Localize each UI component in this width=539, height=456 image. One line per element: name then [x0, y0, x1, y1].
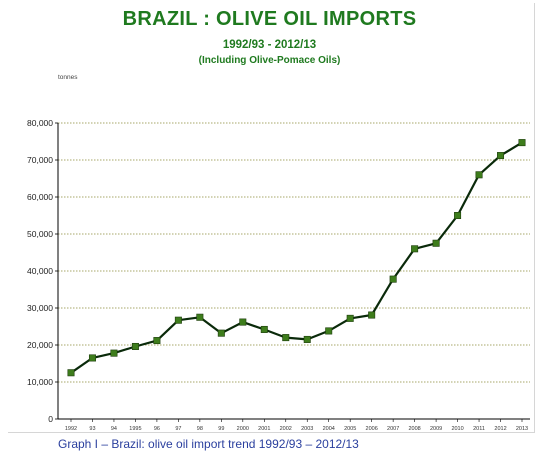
- x-tick-label: 94: [111, 426, 117, 432]
- data-point: [217, 329, 225, 337]
- x-tick-label: 2006: [366, 426, 378, 432]
- x-tick-label: 2002: [280, 426, 292, 432]
- data-point: [411, 245, 419, 253]
- data-point: [196, 313, 204, 321]
- data-point: [131, 342, 139, 350]
- data-point: [432, 239, 440, 247]
- data-point: [454, 212, 462, 220]
- x-tick-label: 1995: [129, 426, 141, 432]
- data-point: [239, 318, 247, 326]
- x-tick-label: 2008: [408, 426, 420, 432]
- chart-subtitle: 1992/93 - 2012/13: [222, 39, 317, 51]
- series-line: [70, 141, 523, 374]
- x-tick-label: 1992: [65, 426, 77, 432]
- x-tick-label: 99: [218, 426, 224, 432]
- y-tick-label: 50,000: [27, 229, 53, 239]
- y-tick-label: 0: [48, 414, 53, 424]
- x-tick-label: 2000: [237, 426, 249, 432]
- x-tick-label: 98: [197, 426, 203, 432]
- data-point: [88, 354, 96, 362]
- data-point: [67, 369, 75, 377]
- data-point: [282, 334, 290, 342]
- chart-subtitle-note: (Including Olive-Pomace Oils): [198, 55, 341, 66]
- y-tick-label: 20,000: [27, 340, 53, 350]
- data-point: [518, 139, 526, 147]
- data-point: [110, 349, 118, 357]
- y-tick-label: 80,000: [27, 118, 53, 128]
- x-tick-label: 2012: [494, 426, 506, 432]
- chart-frame: [8, 3, 535, 433]
- y-tick-label: 40,000: [27, 266, 53, 276]
- y-tick-label: 70,000: [27, 155, 53, 165]
- data-point: [368, 311, 376, 319]
- y-tick-label: 30,000: [27, 303, 53, 313]
- data-point: [325, 327, 333, 335]
- data-point: [475, 171, 483, 179]
- chart-title: BRAZIL : OLIVE OIL IMPORTS: [122, 8, 417, 30]
- y-tick-label: 60,000: [27, 192, 53, 202]
- y-axis-unit-label: tonnes: [58, 74, 78, 81]
- x-tick-label: 2001: [258, 426, 270, 432]
- data-point: [260, 325, 268, 333]
- x-tick-label: 2004: [323, 426, 335, 432]
- data-point: [174, 316, 182, 324]
- x-tick-label: 2010: [451, 426, 463, 432]
- data-point: [497, 152, 505, 160]
- x-tick-label: 2009: [430, 426, 442, 432]
- x-tick-label: 2005: [344, 426, 356, 432]
- figure-caption: Graph I – Brazil: olive oil import trend…: [58, 437, 359, 451]
- x-tick-label: 93: [89, 426, 95, 432]
- data-point: [389, 275, 397, 283]
- x-tick-label: 2013: [516, 426, 528, 432]
- x-tick-label: 2003: [301, 426, 313, 432]
- data-point: [346, 314, 354, 322]
- data-point: [303, 335, 311, 343]
- x-tick-label: 2011: [473, 426, 485, 432]
- x-tick-label: 96: [154, 426, 160, 432]
- y-tick-label: 10,000: [27, 377, 53, 387]
- x-tick-label: 97: [175, 426, 181, 432]
- data-point: [153, 337, 161, 345]
- x-tick-label: 2007: [387, 426, 399, 432]
